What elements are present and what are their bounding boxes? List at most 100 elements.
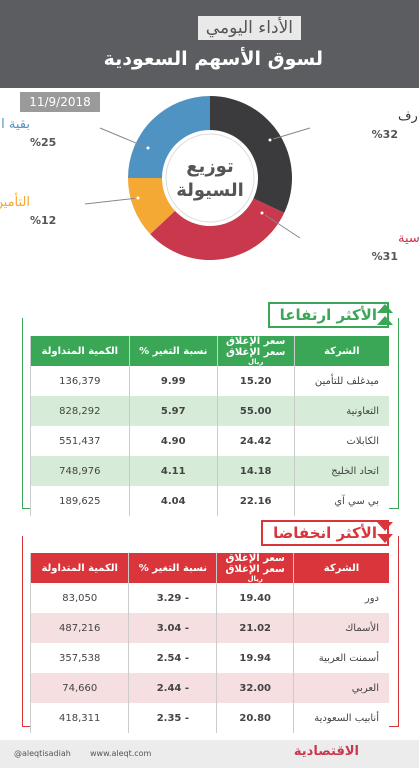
table-cell: التعاونية [293,396,389,426]
table-cell: أنابيب السعودية [293,703,389,733]
column-header: سعر الإغلاق [225,347,286,358]
table-cell: 83,050 [29,583,129,613]
table-cell: اتحاد الخليج [293,456,389,486]
leader-dot [134,194,142,202]
column-header: نسبة التغير % [128,336,218,366]
table-cell: 418,311 [29,703,129,733]
unit-label: ريال [248,358,264,366]
table-cell: 551,437 [30,426,130,456]
table-cell: 20.80 [216,703,294,733]
table-cell: - 2.35 [128,703,217,733]
center-label: توزيع [186,156,233,177]
table-row: أسمنت العربية 19.94- 2.54 357,538 [29,643,389,673]
donut-slice [128,96,210,178]
donut-slice [128,178,176,235]
column-header: الكمية المتداولة [30,336,130,366]
table-row: بي سي آي 22.16 4.04 189,625 [30,486,389,516]
table-cell: 4.04 [128,486,218,516]
leader-dot [266,136,274,144]
header-band [0,0,419,88]
slice-label: بقية القطاعات [0,117,30,132]
table-cell: 357,538 [29,643,129,673]
slice-label: المصارف [398,109,419,124]
table-cell: 32.00 [216,673,294,703]
leader-line [84,197,139,205]
logo: الاقتصادية [293,744,359,759]
table-cell: 828,292 [30,396,130,426]
column-header: الشركة [293,553,389,583]
header-subtitle: لسوق الأسهم السعودية [103,48,323,70]
table-cell: 22.16 [216,486,295,516]
table-cell: 4.11 [128,456,218,486]
table-cell: - 3.29 [128,583,217,613]
table-cell: 19.40 [216,583,294,613]
table-cell: ميدغلف للتأمين [293,366,389,396]
losers-table: الشركة سعر الإغلاق سعر الإغلاق ريال نسبة الت… [29,553,389,733]
column-header: نسبة التغير % [128,553,217,583]
table-cell: - 2.54 [128,643,217,673]
table-cell: 487,216 [29,613,129,643]
column-header: الشركة [293,336,389,366]
table-cell: 19.94 [216,643,294,673]
header-title: الأداء اليومي [197,16,301,40]
losers-title: الأكثر انخفاضا [261,520,389,546]
gainers-table: الشركة سعر الإغلاق سعر الإغلاق ريال نسبة الت… [30,336,389,516]
gainers-title: الأكثر ارتفاعا [267,302,389,328]
slice-label: التأمين [0,192,30,210]
table-cell: العربي [293,673,389,703]
slice-label: المواد الأساسية [398,229,419,246]
table-cell: 189,625 [30,486,130,516]
table-cell: بي سي آي [293,486,389,516]
table-cell: 55.00 [216,396,295,426]
table-row: دور 19.40- 3.29 83,050 [29,583,389,613]
table-cell: 5.97 [128,396,218,426]
donut-slice [150,198,285,260]
slice-value: %12 [30,214,56,227]
table-cell: 15.20 [216,366,295,396]
table-cell: الأسماك [293,613,389,643]
column-header: الكمية المتداولة [29,553,129,583]
table-row: أنابيب السعودية 20.80- 2.35 418,311 [29,703,389,733]
table-cell: 21.02 [216,613,294,643]
column-header: سعر الإغلاق [225,564,285,575]
leader-dot [258,209,266,217]
unit-label: ريال [247,575,263,583]
leader-line [269,127,311,141]
header-row: الشركة سعر الإغلاق سعر الإغلاق ريال نسبة الت… [30,336,389,366]
table-cell: أسمنت العربية [293,643,389,673]
footer: @aleqtisadiah www.aleqt.com الاقتصادية [0,740,419,768]
table-cell: 24.42 [216,426,295,456]
table-cell: 748,976 [30,456,130,486]
table-cell: دور [293,583,389,613]
table-cell: - 2.44 [128,673,217,703]
twitter: @aleqtisadiah [14,749,71,758]
down-arrow [377,522,393,543]
column-header: سعر الإغلاق سعر الإغلاق ريال [216,553,294,583]
table-row: اتحاد الخليج 14.18 4.11 748,976 [30,456,389,486]
table-cell: 74,660 [29,673,129,703]
table-cell: 14.18 [216,456,295,486]
center-label: السيولة [176,180,244,201]
table-cell: - 3.04 [128,613,217,643]
leader-line [99,127,149,149]
table-row: التعاونية 55.00 5.97 828,292 [30,396,389,426]
leader-dot [144,144,152,152]
header-row: الشركة سعر الإغلاق سعر الإغلاق ريال نسبة الت… [29,553,389,583]
table-row: ميدغلف للتأمين 15.20 9.99 136,379 [30,366,389,396]
slice-value: %32 [372,128,398,141]
website: www.aleqt.com [90,749,152,758]
donut-hole-ring [165,133,255,223]
leader-line [261,212,301,239]
table-cell: 9.99 [128,366,218,396]
date: 11/9/2018 [20,92,100,112]
slice-value: %25 [30,136,56,149]
table-cell: 4.90 [128,426,218,456]
donut-chart: توزيع السيولة المصارف%32 المواد الأساسية%31… [0,96,419,263]
table-cell: 136,379 [30,366,130,396]
table-row: الأسماك 21.02- 3.04 487,216 [29,613,389,643]
up-arrow [377,304,393,325]
table-row: الكابلات 24.42 4.90 551,437 [30,426,389,456]
column-header: سعر الإغلاق سعر الإغلاق ريال [216,336,295,366]
donut-slice [210,96,292,213]
